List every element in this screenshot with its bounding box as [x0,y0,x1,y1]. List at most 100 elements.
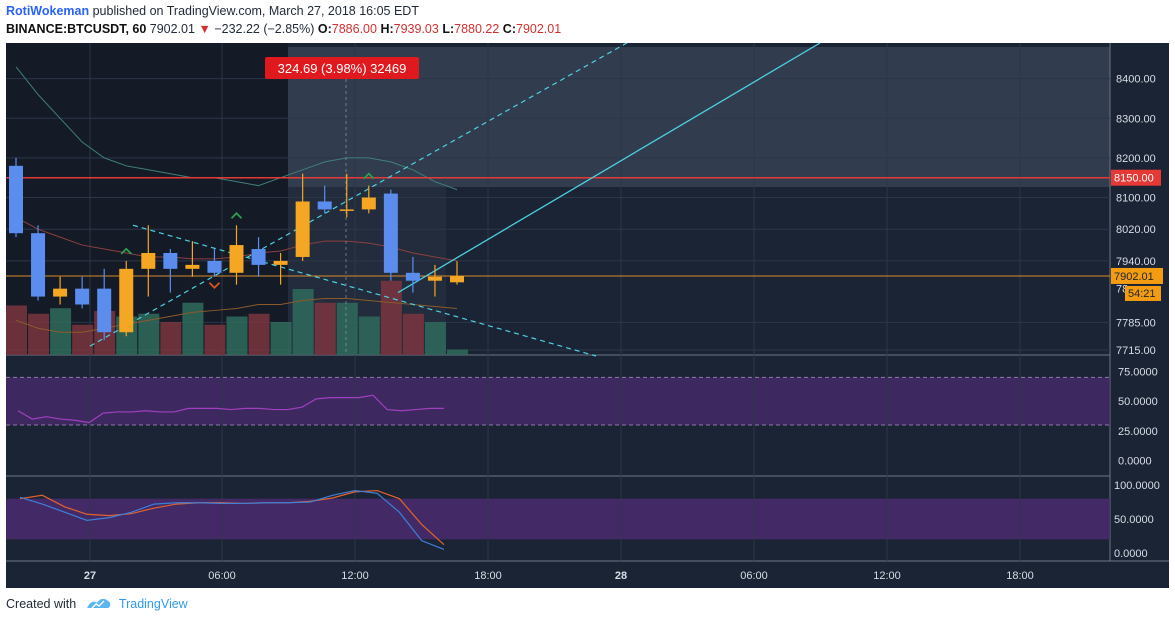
rsi-tick-label: 0.0000 [1118,456,1152,468]
candle-body [9,165,23,234]
time-tick-label: 06:00 [740,570,768,582]
time-tick-label: 18:00 [1006,570,1034,582]
rsi-band [6,377,1110,426]
volume-bar [447,349,468,355]
candle-body [427,276,442,281]
rsi-tick-label: 25.0000 [1118,426,1158,438]
price-tick-label: 8400.00 [1116,74,1156,86]
candle-body [31,233,46,297]
low-value: 7880.22 [454,22,500,36]
last-price-text: 7902.01 [1114,271,1154,283]
time-tick-label: 12:00 [341,570,369,582]
volume-bar [292,289,314,355]
volume-bar [138,313,160,355]
tradingview-link[interactable]: TradingView [118,596,188,611]
time-tick-label: 27 [84,570,96,582]
countdown-text: 54:21 [1128,288,1156,300]
volume-bar [270,322,292,355]
last-price-badge [1111,267,1163,284]
trendline-solid [397,42,821,294]
channel-lower-dashed [132,224,597,357]
publish-line: RotiWokeman published on TradingView.com… [6,4,419,18]
stoch-k-line [19,489,445,551]
volume-bar [72,324,94,355]
price-tick-label: 8100.00 [1116,193,1156,205]
sell-signal-icon [208,282,221,290]
author-name[interactable]: RotiWokeman [6,4,90,18]
volume-bar [160,322,182,355]
candle-body [229,245,244,273]
measure-text: 324.69 (3.98%) 32469 [278,61,407,76]
high-value: 7939.03 [393,22,439,36]
candle-body [339,209,354,211]
published-text: published on TradingView.com, March 27, … [92,4,419,18]
rsi-line [17,394,444,424]
ohlc-line: BINANCE:BTCUSDT, 60 7902.01 ▼ −232.22 (−… [6,22,561,36]
resistance-price-text: 8150.00 [1114,173,1154,185]
candle-body [53,288,68,297]
close-value: 7902.01 [516,22,562,36]
volume-bar [6,305,27,355]
price-tick-label: 7940.00 [1116,256,1156,268]
buy-signal-icon [230,211,243,219]
candle-body [97,288,112,333]
rsi-tick-label: 50.0000 [1118,396,1158,408]
candle-body [405,272,420,281]
price-tick-label: 7715.00 [1116,345,1156,357]
price-change: −232.22 (−2.85%) [214,22,315,36]
stoch-tick-label: 100.0000 [1114,480,1160,492]
open-value: 7886.00 [331,22,377,36]
volume-bar [358,316,380,355]
volume-bar [226,316,248,355]
lower-band-line [15,298,458,333]
last-price: 7902.01 [149,22,195,36]
volume-bar [204,324,226,355]
rsi-tick-label: 75.0000 [1118,366,1158,378]
price-tick-label: 7785.00 [1116,317,1156,329]
chart-header: RotiWokeman published on TradingView.com… [6,2,1166,42]
time-tick-label: 12:00 [873,570,901,582]
stoch-tick-label: 0.0000 [1114,548,1148,560]
candle-body [141,252,156,269]
open-label: O: [317,22,332,36]
candle-body [361,197,376,210]
created-with-text: Created with [6,596,77,611]
price-tick-label: 8300.00 [1116,113,1156,125]
buy-signal-icon [120,247,132,255]
time-tick-label: 06:00 [208,570,236,582]
price-tick-label: 8200.00 [1116,153,1156,165]
measure-badge [265,57,419,79]
candle-body [450,275,464,283]
tradingview-logo-icon[interactable] [86,596,112,613]
candle-body [185,264,200,269]
volume-bar [336,302,358,355]
upper-band-line [15,66,458,191]
session-shade [6,43,288,355]
close-label: C: [502,22,516,36]
volume-bar [28,313,50,355]
high-label: H: [380,22,394,36]
volume-bar [248,313,270,355]
stoch-band [6,498,1110,540]
candle-body [383,193,398,273]
candle-body [295,201,310,257]
candle-body [163,252,178,269]
time-tick-label: 28 [615,570,627,582]
candle-body [119,268,134,333]
candle-body [273,260,288,265]
footer: Created with TradingView [6,596,188,618]
resistance-price-badge [1111,169,1161,186]
symbol-label: BINANCE:BTCUSDT, 60 [6,22,147,36]
chart-canvas[interactable]: 8400.00 8300.00 8200.00 8100.00 8020.00 7940.… [6,0,1169,588]
measure-box [288,47,1110,187]
price-tick-label: 8020.00 [1116,224,1156,236]
time-tick-label: 18:00 [474,570,502,582]
volume-bar [402,313,424,355]
candle-body [317,201,332,210]
channel-upper-dashed [89,0,705,347]
down-arrow-icon: ▼ [198,22,211,36]
countdown-badge [1125,285,1161,301]
volume-bar [182,302,204,355]
volume-bar [424,322,446,355]
chart-area[interactable]: 8400.00 8300.00 8200.00 8100.00 8020.00 7940.… [6,0,1169,588]
